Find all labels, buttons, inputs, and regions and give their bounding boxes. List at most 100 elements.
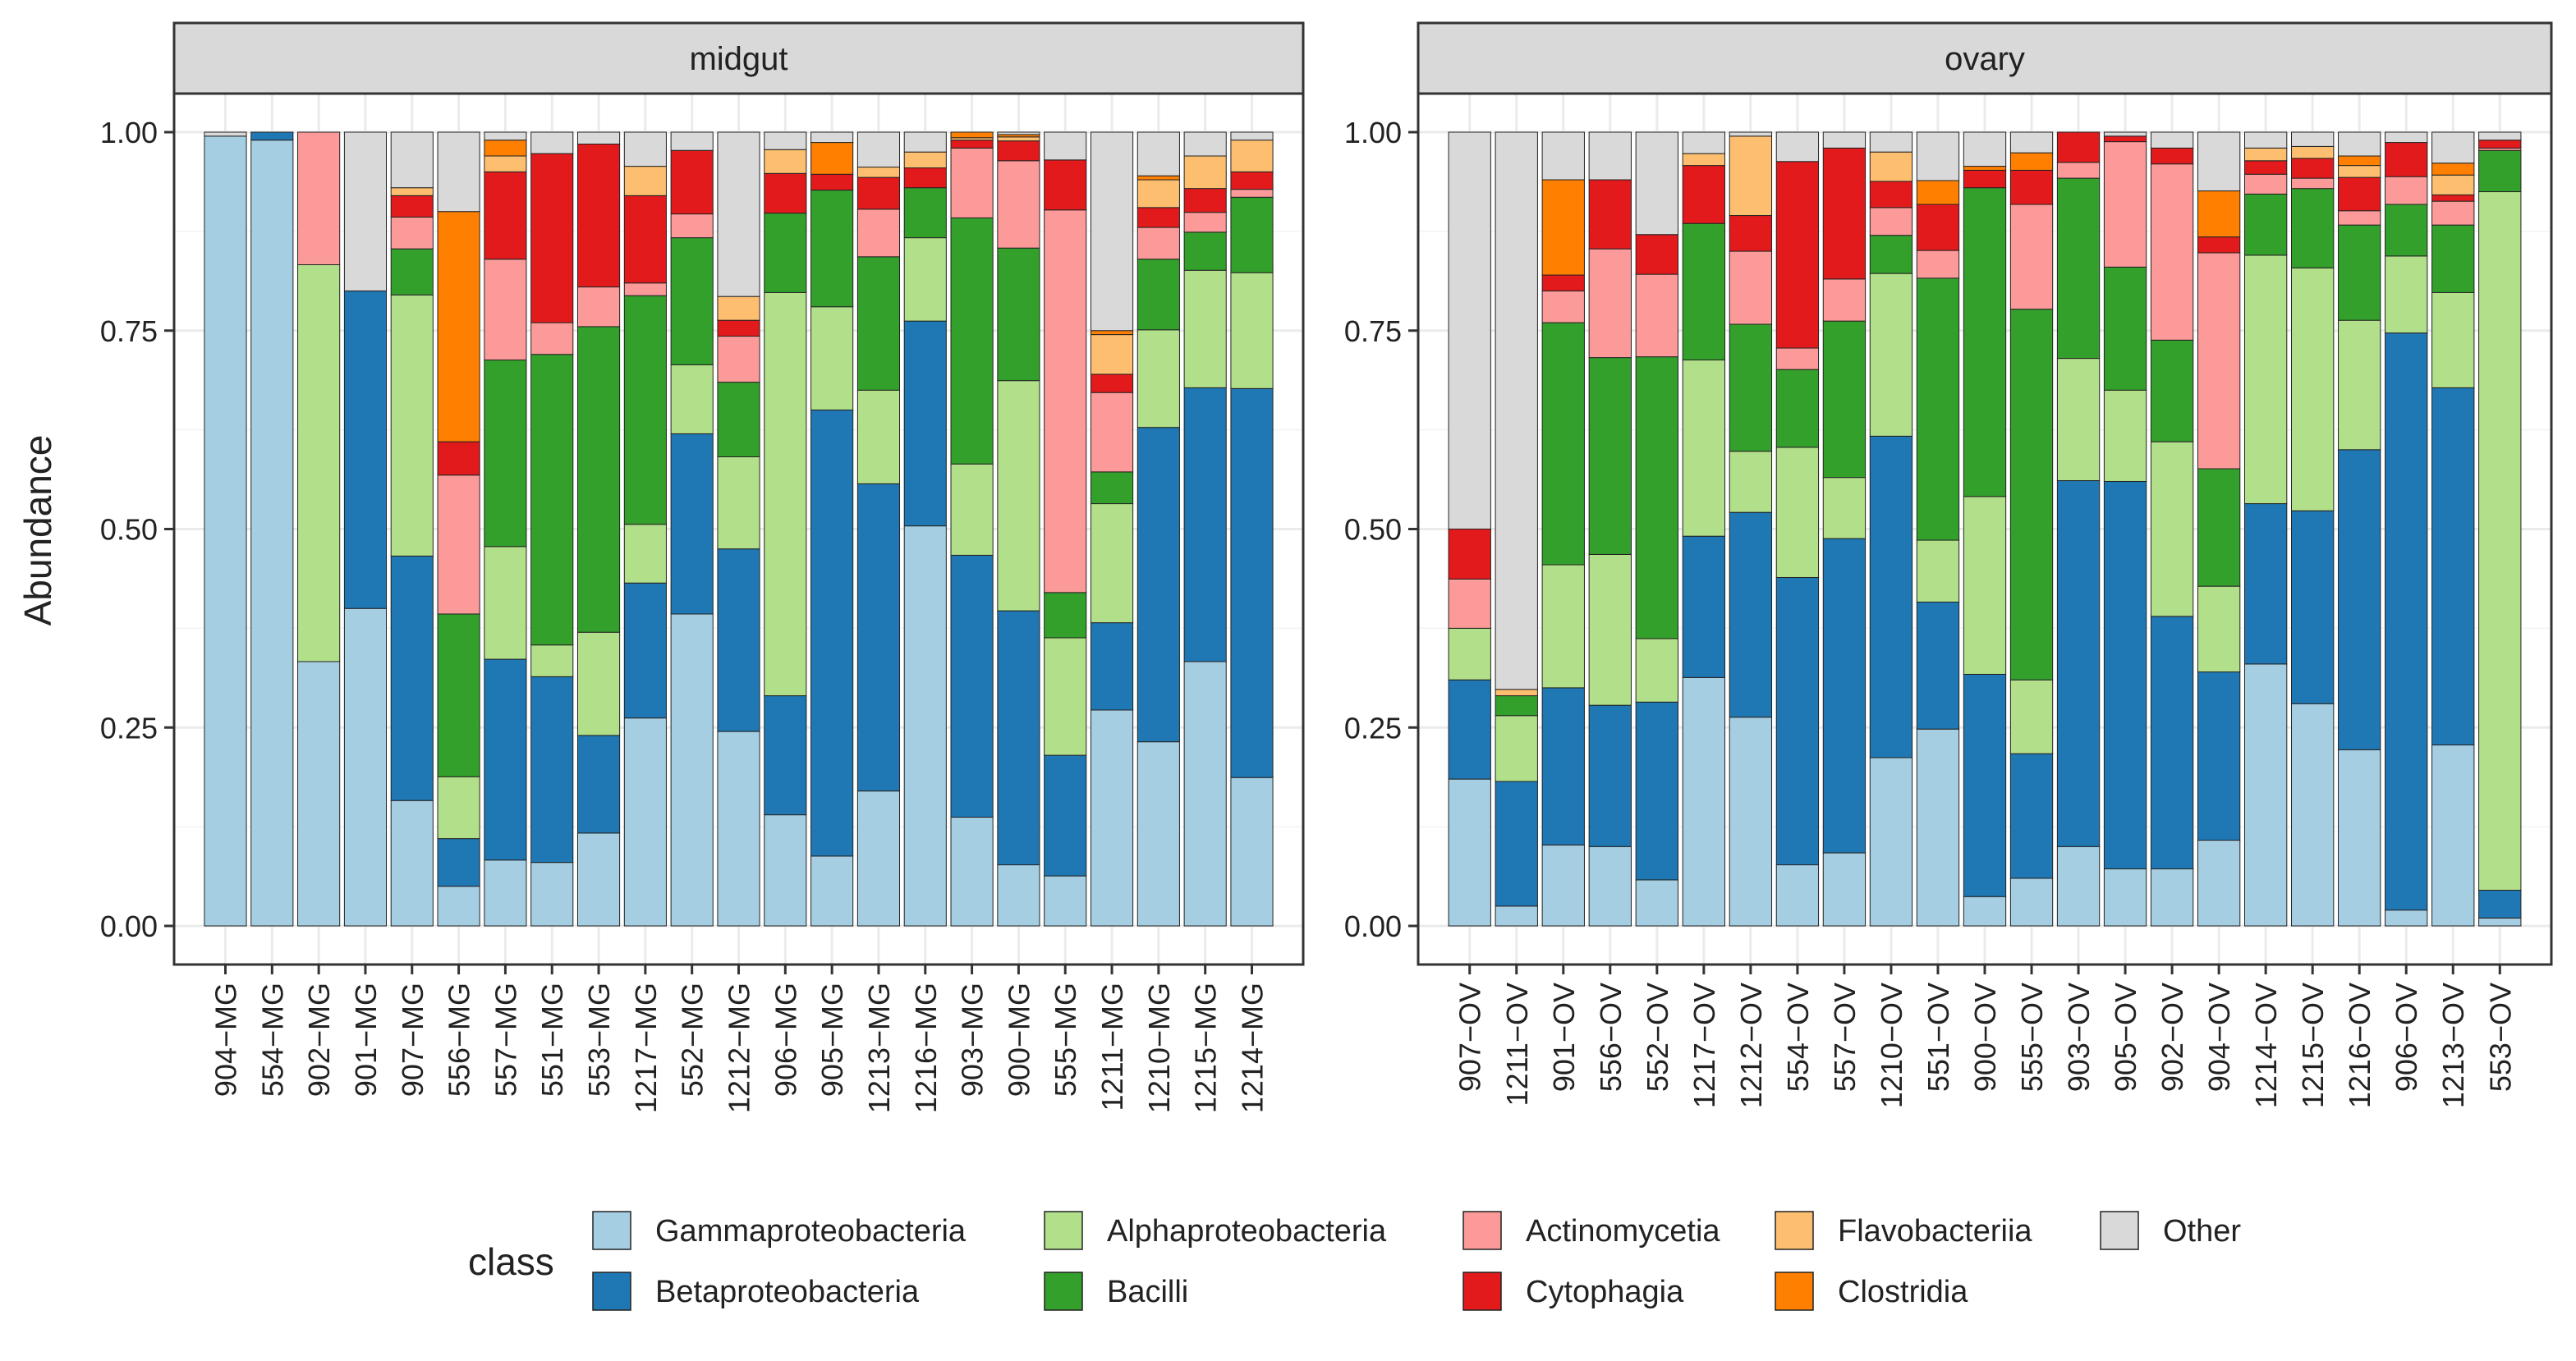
legend-label: Cytophagia — [1526, 1275, 1684, 1309]
legend-swatch — [1775, 1272, 1814, 1311]
legend-item-betaproteobacteria: Betaproteobacteria — [592, 1272, 920, 1311]
bar-segment-alphaproteobacteria — [1822, 477, 1867, 539]
bar-segment-flavobacteriia — [903, 151, 947, 169]
bar-segment-cytophagia — [530, 153, 574, 323]
bar-segment-bacilli — [2056, 177, 2101, 360]
legend-item-gammaproteobacteria: Gammaproteobacteria — [592, 1211, 967, 1250]
bar-904−MG — [204, 131, 247, 927]
bar-segment-betaproteobacteria — [1729, 511, 1773, 718]
bar-segment-cytophagia — [2385, 142, 2428, 177]
bar-553−MG — [576, 131, 621, 927]
bar-segment-other — [204, 131, 247, 137]
bar-segment-clostridia — [1963, 166, 2007, 171]
bar-segment-clostridia — [2197, 190, 2241, 238]
bar-552−MG — [670, 131, 714, 927]
bar-segment-cytophagia — [1044, 159, 1087, 211]
bar-segment-cytophagia — [2431, 194, 2475, 202]
bar-segment-betaproteobacteria — [717, 548, 760, 732]
x-tick-label: 1214−MG — [1236, 983, 1270, 1113]
y-axis: 0.00 0.25 0.50 0.75 1.00 — [100, 116, 174, 943]
y-tick-label: 0.25 — [1344, 711, 1402, 745]
x-tick-label: 554−OV — [1781, 983, 1815, 1092]
bar-segment-cytophagia — [1183, 188, 1227, 213]
bar-segment-bacilli — [2103, 266, 2147, 391]
y-tick-label: 0.25 — [100, 711, 158, 745]
y-tick-label: 1.00 — [100, 116, 158, 149]
x-tick-label: 552−MG — [676, 983, 709, 1097]
bar-segment-gammaproteobacteria — [390, 800, 434, 927]
bar-segment-flavobacteriia — [2243, 147, 2288, 162]
legend-label: Gammaproteobacteria — [655, 1214, 967, 1249]
bar-segment-gammaproteobacteria — [250, 140, 294, 927]
bar-segment-alphaproteobacteria — [1541, 564, 1585, 689]
bar-segment-actinomycetia — [1588, 248, 1632, 359]
x-tick-label: 901−OV — [1547, 983, 1581, 1092]
bar-segment-actinomycetia — [390, 216, 434, 250]
bar-segment-bacilli — [717, 382, 760, 458]
bar-segment-actinomycetia — [1822, 278, 1867, 322]
bar-segment-alphaproteobacteria — [1682, 360, 1726, 537]
bar-segment-gammaproteobacteria — [2056, 845, 2101, 927]
bar-segment-flavobacteriia — [997, 136, 1040, 142]
bar-segment-cytophagia — [2478, 140, 2522, 149]
bar-segment-other — [1448, 131, 1491, 529]
bar-segment-actinomycetia — [1729, 250, 1773, 325]
bar-segment-betaproteobacteria — [1822, 538, 1867, 854]
bar-segment-betaproteobacteria — [2385, 332, 2428, 911]
x-tick-label: 557−MG — [489, 983, 522, 1097]
bar-segment-alphaproteobacteria — [2431, 291, 2475, 388]
bar-segment-bacilli — [1136, 259, 1180, 331]
bar-segment-cytophagia — [1916, 204, 1960, 251]
bar-segment-actinomycetia — [1230, 189, 1274, 198]
x-tick-label: 1212−MG — [723, 983, 756, 1113]
legend-item-actinomycetia: Actinomycetia — [1462, 1211, 1720, 1250]
bar-segment-gammaproteobacteria — [1495, 905, 1538, 927]
bar-segment-gammaproteobacteria — [1916, 728, 1960, 927]
bar-segment-cytophagia — [390, 195, 434, 218]
x-tick-label: 1213−MG — [862, 983, 896, 1113]
bar-1212−MG — [717, 131, 760, 927]
bar-segment-flavobacteriia — [717, 296, 760, 321]
bar-segment-other — [1230, 131, 1274, 141]
x-tick-label: 1217−MG — [629, 983, 663, 1113]
bar-segment-cytophagia — [1541, 274, 1585, 291]
bar-segment-cytophagia — [950, 140, 994, 149]
bar-segment-cytophagia — [1729, 215, 1773, 252]
bar-segment-alphaproteobacteria — [1136, 329, 1180, 428]
bar-1214−MG — [1230, 131, 1274, 927]
x-tick-label: 900−OV — [1968, 983, 2002, 1092]
bar-segment-clostridia — [2431, 163, 2475, 176]
bar-segment-bacilli — [2009, 309, 2054, 680]
bar-segment-betaproteobacteria — [484, 658, 527, 861]
bar-1217−OV — [1682, 131, 1726, 927]
facet-title: ovary — [1945, 41, 2025, 77]
bar-segment-other — [2478, 131, 2522, 141]
legend-label: Actinomycetia — [1526, 1214, 1720, 1249]
legend-label: Bacilli — [1107, 1275, 1188, 1309]
bar-segment-actinomycetia — [530, 322, 574, 355]
bar-segment-cytophagia — [1136, 207, 1180, 228]
bar-903−MG — [950, 131, 994, 927]
bar-segment-flavobacteriia — [390, 187, 434, 196]
bar-1211−OV — [1495, 131, 1538, 927]
bar-segment-gammaproteobacteria — [1448, 778, 1491, 927]
bar-segment-gammaproteobacteria — [1729, 717, 1773, 927]
bar-segment-betaproteobacteria — [1916, 601, 1960, 730]
bar-1215−MG — [1183, 131, 1227, 927]
bar-segment-bacilli — [2431, 224, 2475, 293]
bar-segment-actinomycetia — [1183, 212, 1227, 233]
legend-label: Flavobacteriia — [1838, 1214, 2032, 1249]
bar-segment-bacilli — [1541, 322, 1585, 566]
bar-segment-actinomycetia — [1541, 290, 1585, 323]
legend-item-flavobacteriia: Flavobacteriia — [1775, 1211, 2032, 1250]
bar-segment-clostridia — [2009, 152, 2054, 171]
bar-segment-actinomycetia — [1090, 392, 1134, 473]
bar-segment-actinomycetia — [856, 209, 901, 258]
bar-segment-other — [2197, 131, 2241, 192]
bar-segment-bacilli — [2338, 224, 2381, 321]
bar-segment-cytophagia — [1822, 147, 1867, 280]
bar-552−OV — [1635, 131, 1678, 927]
